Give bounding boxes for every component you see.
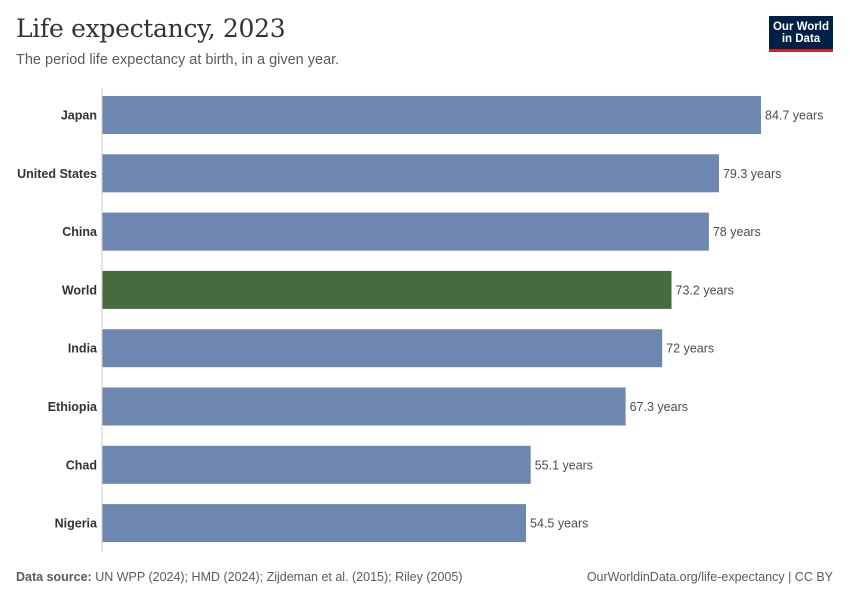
data-source-text: UN WPP (2024); HMD (2024); Zijdeman et a…: [95, 570, 463, 584]
value-label-india: 72 years: [666, 342, 714, 356]
bar-nigeria[interactable]: [102, 504, 527, 543]
value-label-nigeria: 54.5 years: [530, 517, 588, 531]
bar-china[interactable]: [102, 212, 709, 251]
category-label-chad: Chad: [66, 458, 97, 472]
chart-subtitle: The period life expectancy at birth, in …: [16, 52, 340, 68]
logo-line-1: Our World: [772, 20, 829, 33]
value-label-chad: 55.1 years: [535, 458, 593, 472]
chart-title: Life expectancy, 2023: [16, 14, 286, 43]
category-label-japan: Japan: [61, 109, 97, 123]
category-label-india: India: [68, 342, 98, 356]
value-label-japan: 84.7 years: [765, 109, 823, 123]
bar-ethiopia[interactable]: [102, 387, 626, 426]
data-source-label: Data source:: [16, 570, 92, 584]
owid-logo[interactable]: Our World in Data: [769, 16, 833, 52]
value-label-ethiopia: 67.3 years: [630, 400, 688, 414]
category-label-world: World: [62, 283, 97, 297]
bar-united-states[interactable]: [102, 154, 719, 193]
bar-world[interactable]: [102, 270, 672, 309]
value-label-united-states: 79.3 years: [723, 167, 781, 181]
data-source: Data source: UN WPP (2024); HMD (2024); …: [16, 570, 463, 584]
source-url-link[interactable]: OurWorldinData.org/life-expectancy | CC …: [586, 570, 833, 584]
bar-chart: Japan 84.7 years United States 79.3 years Ch…: [17, 88, 823, 552]
bar-chad[interactable]: [102, 445, 531, 484]
value-label-world: 73.2 years: [676, 283, 734, 297]
category-label-china: China: [62, 225, 98, 239]
logo-line-2: in Data: [781, 32, 821, 45]
category-label-ethiopia: Ethiopia: [48, 400, 98, 414]
bar-india[interactable]: [102, 329, 663, 368]
category-label-united-states: United States: [17, 167, 97, 181]
bar-japan[interactable]: [102, 96, 761, 134]
category-label-nigeria: Nigeria: [55, 517, 98, 531]
value-label-china: 78 years: [713, 225, 761, 239]
